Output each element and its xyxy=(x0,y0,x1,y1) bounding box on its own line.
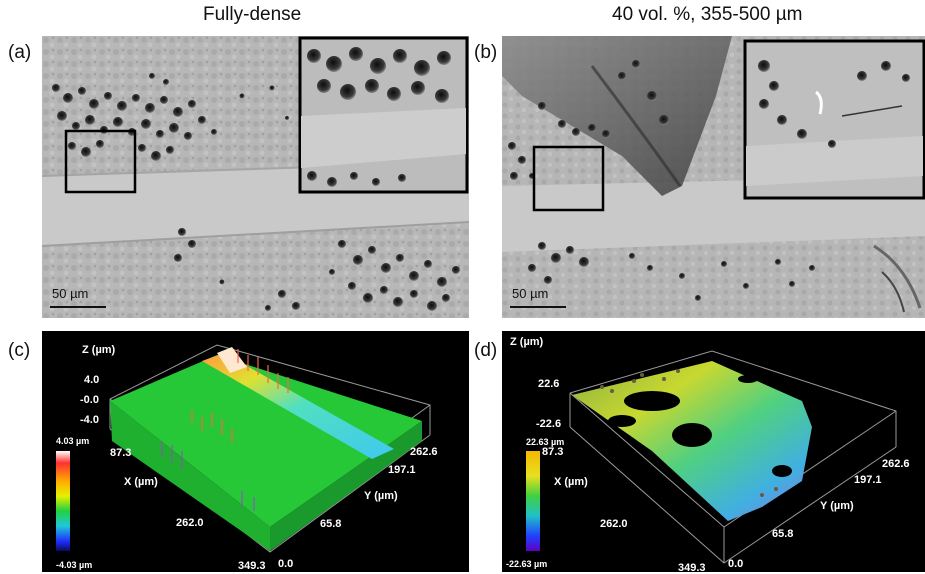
z-tick: 4.0 xyxy=(84,374,99,386)
y-tick: 0.0 xyxy=(728,558,743,570)
profilometry-3d-d: Z (µm) 22.6 -22.6 87.3 X (µm) 262.0 349.… xyxy=(506,336,910,572)
x-tick: 262.0 xyxy=(176,517,204,529)
y-tick: 65.8 xyxy=(320,518,341,530)
sem-image-fully-dense xyxy=(42,36,469,318)
x-tick: 349.3 xyxy=(678,562,706,572)
y-tick: 197.1 xyxy=(854,474,882,486)
profilometry-map-porous: Z (µm) 22.6 -22.6 87.3 X (µm) 262.0 349.… xyxy=(502,331,925,572)
scale-bar-b-label: 50 µm xyxy=(512,286,549,301)
sem-texture-a xyxy=(42,36,469,318)
y-axis-title: Y (µm) xyxy=(820,500,854,512)
zoom-region-marker xyxy=(532,145,605,212)
z-tick: 22.6 xyxy=(538,378,559,390)
zoom-region-marker xyxy=(64,129,137,194)
scale-bar-a-label: 50 µm xyxy=(52,286,89,301)
y-tick: 262.6 xyxy=(882,458,910,470)
colorbar xyxy=(526,451,540,551)
panel-d-label: (d) xyxy=(474,340,498,361)
z-tick: -4.0 xyxy=(80,414,99,426)
profilometry-map-fully-dense: Z (µm) 4.0 -0.0 -4.0 87.3 X (µm) 262.0 3… xyxy=(42,331,469,572)
z-axis-title: Z (µm) xyxy=(82,344,116,356)
y-tick: 65.8 xyxy=(772,528,793,540)
panel-c-label: (c) xyxy=(8,340,31,361)
profilometry-3d-c: Z (µm) 4.0 -0.0 -4.0 87.3 X (µm) 262.0 3… xyxy=(56,344,438,572)
x-tick: 87.3 xyxy=(110,447,131,459)
x-tick: 262.0 xyxy=(600,518,628,530)
sem-texture-b xyxy=(502,36,925,318)
x-axis-title: X (µm) xyxy=(554,476,588,488)
colorbar-max: 4.03 µm xyxy=(56,436,89,446)
x-tick: 87.3 xyxy=(542,446,563,458)
panel-b-title: 40 vol. %, 355-500 µm xyxy=(612,4,803,25)
colorbar-max: 22.63 µm xyxy=(526,437,564,447)
x-axis-title: X (µm) xyxy=(124,476,158,488)
sem-image-porous xyxy=(502,36,925,318)
y-tick: 262.6 xyxy=(410,446,438,458)
colorbar xyxy=(56,451,70,551)
panel-a-label: (a) xyxy=(8,42,32,63)
z-axis-title: Z (µm) xyxy=(510,336,544,348)
zoom-inset xyxy=(298,36,469,194)
x-tick: 349.3 xyxy=(238,560,266,572)
scale-bar-b: 50 µm xyxy=(510,286,570,312)
zoom-inset xyxy=(743,39,925,200)
colorbar-min: -4.03 µm xyxy=(56,560,92,570)
panel-a-title: Fully-dense xyxy=(203,4,302,25)
y-tick: 0.0 xyxy=(278,558,293,570)
panel-b-label: (b) xyxy=(474,42,498,63)
y-tick: 197.1 xyxy=(388,464,416,476)
y-axis-title: Y (µm) xyxy=(364,490,398,502)
z-tick: -22.6 xyxy=(536,418,561,430)
scale-bar-a: 50 µm xyxy=(50,286,110,312)
z-tick: -0.0 xyxy=(80,394,99,406)
colorbar-min: -22.63 µm xyxy=(506,559,547,569)
